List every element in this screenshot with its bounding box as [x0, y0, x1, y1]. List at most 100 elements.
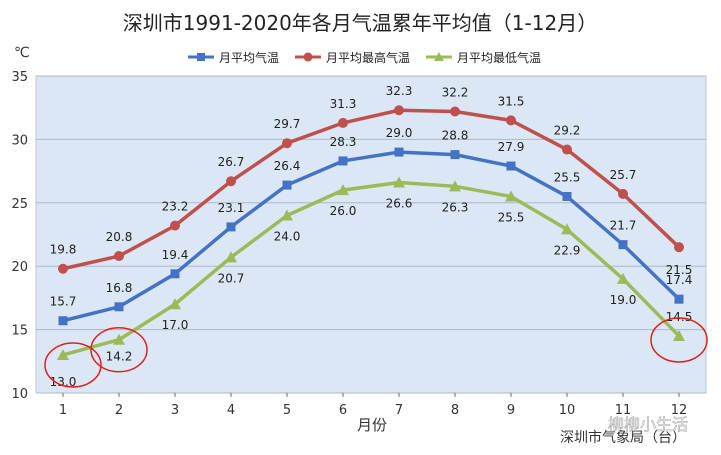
data-point: [337, 184, 349, 196]
plot-area: [35, 75, 707, 394]
data-point: [618, 240, 628, 250]
data-label: 19.8: [50, 243, 77, 257]
data-label: 24.0: [274, 229, 301, 243]
x-tick-label: 7: [395, 403, 403, 418]
data-label: 32.3: [386, 84, 413, 98]
data-point: [58, 316, 68, 326]
data-point: [113, 333, 125, 345]
data-label: 14.5: [666, 310, 693, 324]
y-tick-label: 15: [11, 324, 28, 339]
highlight-circle: [650, 317, 708, 363]
data-point: [226, 222, 236, 232]
data-label: 28.8: [442, 129, 469, 143]
x-tick-label: 3: [171, 403, 179, 418]
data-label: 22.9: [554, 243, 581, 257]
y-tick-label: 25: [11, 197, 28, 212]
data-point: [281, 209, 293, 221]
data-point: [225, 251, 237, 263]
data-label: 32.2: [442, 86, 469, 100]
data-point: [393, 176, 405, 188]
data-label: 26.0: [330, 204, 357, 218]
data-label: 29.7: [274, 117, 301, 131]
data-label: 23.1: [218, 201, 245, 215]
x-tick-label: 9: [507, 403, 515, 418]
data-label: 29.2: [554, 124, 581, 138]
data-label: 19.4: [162, 248, 189, 262]
data-point: [506, 161, 516, 171]
data-label: 20.7: [218, 271, 245, 285]
x-tick-label: 11: [615, 403, 632, 418]
data-point: [282, 180, 292, 190]
data-point: [282, 138, 292, 149]
series-2: 19.8 20.8 23.2 26.7 29.7 31.3 32.3 32.2 31.5 29.2…: [50, 84, 693, 277]
data-label: 31.5: [498, 94, 525, 108]
x-tick-label: 6: [339, 403, 347, 418]
data-label: 28.3: [330, 135, 357, 149]
data-point: [449, 180, 461, 192]
data-point: [226, 176, 236, 187]
data-label: 19.0: [610, 293, 637, 307]
legend-item-1: 月平均气温: [188, 50, 279, 65]
y-axis-ticks: 10 15 20 25 30 35: [11, 70, 28, 402]
x-tick-label: 2: [115, 403, 123, 418]
y-tick-label: 20: [11, 260, 28, 275]
data-point: [561, 223, 573, 235]
data-label: 26.6: [386, 197, 413, 211]
data-label: 14.2: [106, 350, 133, 364]
legend-item-3: 月平均最低气温: [426, 50, 541, 65]
data-point: [674, 242, 684, 253]
data-point: [394, 147, 404, 157]
series-line: [62, 180, 681, 357]
x-tick-label: 5: [283, 403, 291, 418]
data-point: [114, 251, 124, 262]
legend-label: 月平均最高气温: [326, 50, 410, 65]
y-tick-label: 30: [11, 133, 28, 148]
grid-lines: [36, 75, 706, 394]
source-note: 深圳市气象局（台）: [560, 429, 686, 446]
data-point: [170, 269, 180, 279]
y-tick-label: 10: [11, 387, 28, 402]
data-point: [674, 294, 684, 304]
data-point: [562, 191, 572, 201]
x-tick-label: 4: [227, 403, 235, 418]
data-label: 25.7: [610, 168, 637, 182]
data-label: 15.7: [50, 295, 77, 309]
x-tick-label: 12: [671, 403, 688, 418]
x-tick-label: 8: [451, 403, 459, 418]
data-label: 17.0: [162, 318, 189, 332]
data-label: 26.3: [442, 200, 469, 214]
legend: 月平均气温 月平均最高气温 月平均最低气温: [188, 50, 541, 65]
legend-marker: [303, 52, 313, 62]
highlight-circles: [44, 317, 708, 388]
data-label: 21.5: [666, 263, 693, 277]
data-point: [618, 188, 628, 199]
data-label: 23.2: [162, 200, 189, 214]
data-point: [338, 156, 348, 166]
data-point: [170, 220, 180, 231]
data-point: [57, 348, 69, 360]
data-label: 29.0: [386, 126, 413, 140]
data-point: [673, 329, 685, 341]
data-point: [506, 115, 516, 126]
data-point: [450, 150, 460, 160]
legend-label: 月平均最低气温: [457, 50, 541, 65]
data-label: 26.4: [274, 159, 301, 173]
data-point: [562, 144, 572, 155]
data-point: [338, 117, 348, 128]
data-point: [450, 106, 460, 117]
series-3: 13.0 14.2 17.0 20.7 24.0 26.0 26.6 26.3 25.5 22.9…: [50, 176, 693, 389]
data-label: 25.5: [498, 210, 525, 224]
data-label: 27.9: [498, 140, 525, 154]
data-label: 21.7: [610, 219, 637, 233]
x-axis-ticks: 1 2 3 4 5 6 7 8 9 10 11 12: [59, 393, 687, 418]
data-point: [169, 298, 181, 310]
x-axis-label: 月份: [357, 416, 387, 434]
data-label: 13.0: [50, 375, 77, 389]
data-point: [114, 302, 124, 312]
y-axis-unit: ℃: [14, 45, 30, 61]
data-label: 20.8: [106, 230, 133, 244]
legend-marker: [197, 53, 205, 61]
data-label: 25.5: [554, 170, 581, 184]
